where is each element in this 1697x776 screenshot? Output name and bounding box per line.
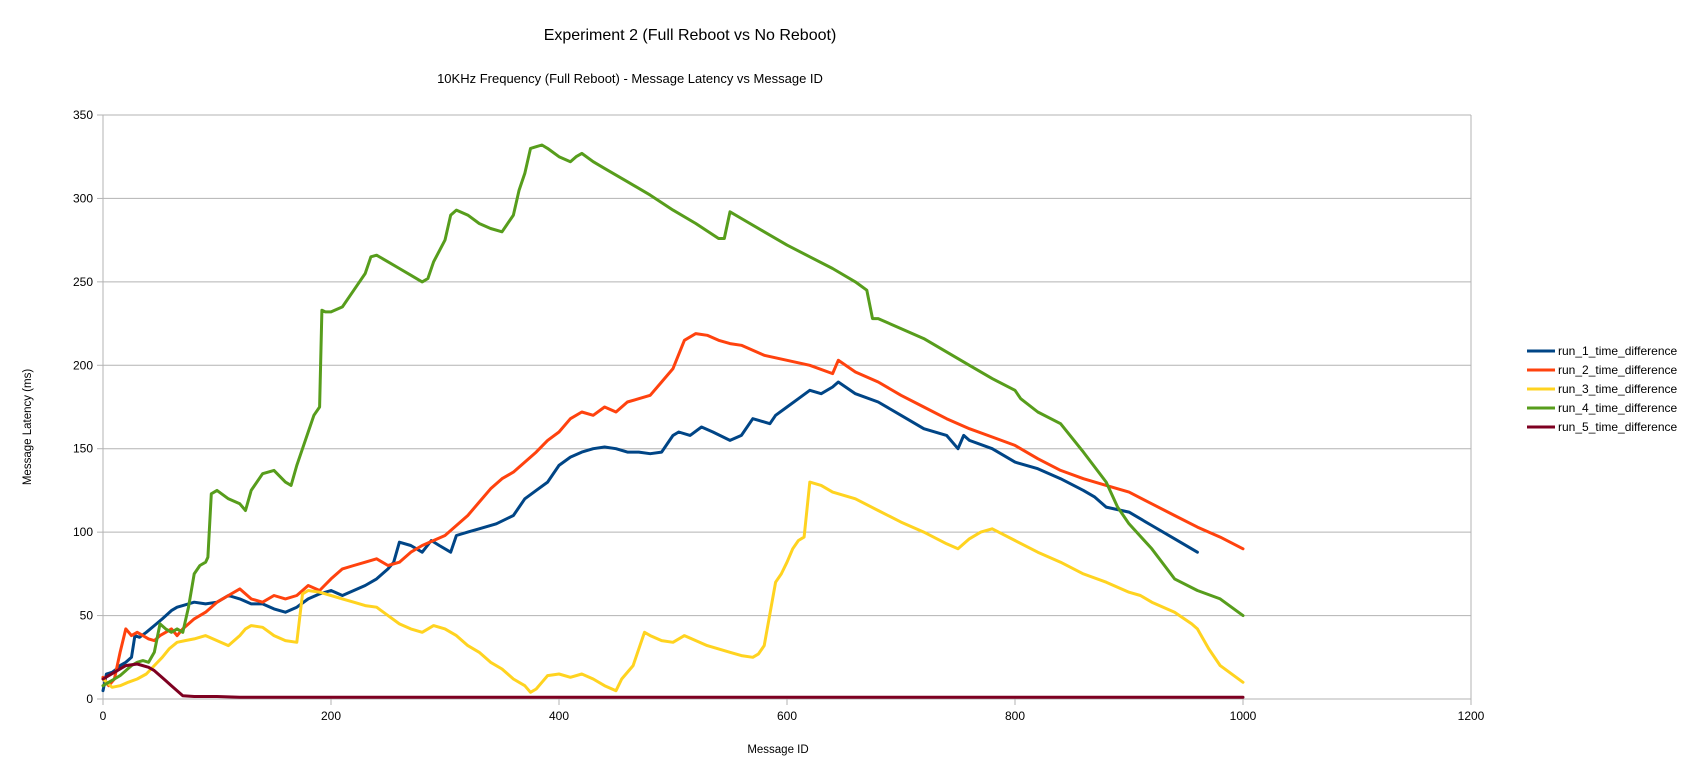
- x-axis-title: Message ID: [747, 744, 808, 756]
- y-tick-label: 150: [73, 442, 93, 456]
- y-tick-label: 0: [86, 692, 93, 706]
- legend-label-5: run_5_time_difference: [1558, 420, 1678, 434]
- legend-label-3: run_3_time_difference: [1558, 382, 1678, 396]
- y-tick-label: 200: [73, 358, 93, 372]
- series-line-4: [101, 143, 1245, 688]
- y-tick-labels: 0 50 100 150 200 250 300 350: [73, 108, 93, 706]
- series-line-3: [101, 480, 1245, 694]
- legend-label-2: run_2_time_difference: [1558, 363, 1678, 377]
- axes: [97, 114, 1472, 705]
- y-tick-label: 250: [73, 275, 93, 289]
- chart-title: Experiment 2 (Full Reboot vs No Reboot): [544, 27, 837, 44]
- series-line-2: [101, 332, 1245, 688]
- y-tick-label: 300: [73, 191, 93, 205]
- series-line-5: [101, 662, 1245, 699]
- x-tick-label: 200: [321, 709, 341, 723]
- series-line-1: [101, 380, 1199, 693]
- x-tick-label: 0: [100, 709, 107, 723]
- legend-label-1: run_1_time_difference: [1558, 344, 1678, 358]
- y-tick-label: 100: [73, 525, 93, 539]
- x-tick-label: 1000: [1230, 709, 1257, 723]
- y-axis-title: Message Latency (ms): [22, 369, 34, 485]
- y-tick-label: 50: [80, 609, 94, 623]
- y-tick-label: 350: [73, 108, 93, 122]
- x-tick-label: 400: [549, 709, 569, 723]
- legend: run_1_time_difference run_2_time_differen…: [1527, 344, 1678, 434]
- series-lines: [101, 143, 1245, 699]
- x-tick-label: 1200: [1458, 709, 1485, 723]
- legend-label-4: run_4_time_difference: [1558, 401, 1678, 415]
- gridlines: [103, 114, 1471, 700]
- x-tick-labels: 0 200 400 600 800 1000 1200: [100, 709, 1485, 723]
- x-tick-label: 600: [777, 709, 797, 723]
- chart-subtitle: 10KHz Frequency (Full Reboot) - Message …: [437, 71, 823, 86]
- x-tick-label: 800: [1005, 709, 1025, 723]
